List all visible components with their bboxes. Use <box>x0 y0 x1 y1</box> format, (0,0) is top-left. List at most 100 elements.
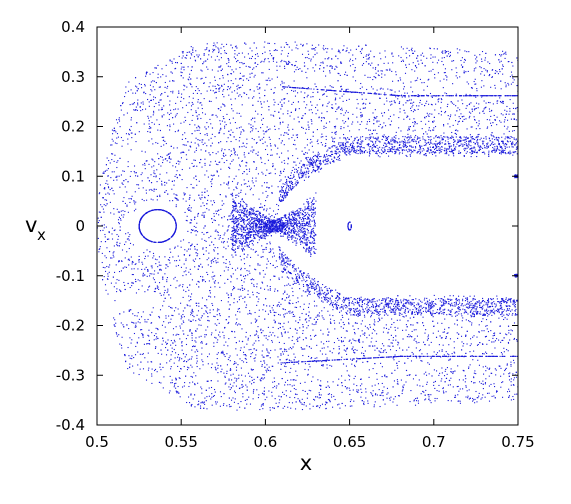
scatter-point <box>124 266 126 268</box>
scatter-point <box>279 174 281 177</box>
scatter-point <box>159 99 161 101</box>
scatter-point <box>201 340 203 343</box>
scatter-point <box>293 65 296 67</box>
scatter-point <box>223 161 225 164</box>
scatter-point <box>400 299 402 301</box>
scatter-point <box>512 359 515 361</box>
scatter-point <box>251 97 254 99</box>
scatter-point <box>137 351 139 353</box>
scatter-point <box>449 55 451 58</box>
scatter-point <box>262 330 264 332</box>
scatter-point <box>234 98 236 100</box>
scatter-point <box>280 363 282 366</box>
scatter-point <box>271 307 273 309</box>
scatter-point <box>274 267 276 269</box>
scatter-point <box>132 92 134 94</box>
scatter-point <box>243 208 245 210</box>
scatter-point <box>249 403 252 405</box>
scatter-point <box>115 332 117 334</box>
scatter-point <box>356 360 358 362</box>
scatter-point <box>137 184 140 186</box>
scatter-point <box>131 195 133 197</box>
scatter-point <box>346 49 348 52</box>
scatter-point <box>391 100 393 102</box>
scatter-point <box>486 367 488 369</box>
scatter-point <box>256 331 258 333</box>
scatter-point <box>207 312 209 314</box>
scatter-point <box>244 296 246 299</box>
scatter-point <box>187 366 189 368</box>
scatter-point <box>313 323 315 326</box>
scatter-point <box>175 344 177 346</box>
scatter-point <box>244 156 246 158</box>
scatter-point <box>442 387 444 390</box>
scatter-point <box>269 216 271 218</box>
scatter-point <box>381 127 383 129</box>
scatter-point <box>257 55 259 57</box>
scatter-point <box>409 55 411 57</box>
scatter-point <box>269 53 271 55</box>
scatter-point <box>240 267 242 269</box>
scatter-point <box>203 61 205 63</box>
scatter-point <box>249 189 251 191</box>
scatter-point <box>413 302 415 304</box>
scatter-point <box>430 394 432 396</box>
scatter-point <box>265 131 267 133</box>
scatter-point <box>427 337 429 340</box>
scatter-point <box>144 151 146 153</box>
scatter-point <box>116 242 118 244</box>
scatter-point <box>198 145 200 147</box>
scatter-point <box>229 263 231 265</box>
scatter-point <box>257 232 259 234</box>
scatter-point <box>225 382 227 384</box>
scatter-point <box>516 107 518 109</box>
scatter-point <box>350 342 352 344</box>
scatter-point <box>188 102 190 104</box>
scatter-point <box>118 118 120 121</box>
scatter-point <box>250 150 252 152</box>
scatter-point <box>195 337 197 339</box>
scatter-point <box>122 102 124 104</box>
scatter-point <box>326 367 328 369</box>
scatter-point <box>236 301 239 303</box>
scatter-point <box>105 289 107 291</box>
scatter-point <box>232 83 234 85</box>
scatter-point <box>396 379 398 381</box>
scatter-point <box>466 297 468 299</box>
scatter-point <box>349 60 351 62</box>
scatter-point <box>204 158 206 160</box>
scatter-point <box>361 306 363 308</box>
scatter-point <box>220 208 222 210</box>
scatter-point <box>260 158 262 160</box>
scatter-point <box>258 292 260 295</box>
scatter-point <box>482 366 484 368</box>
scatter-point <box>302 44 304 46</box>
scatter-point <box>384 50 386 52</box>
scatter-point <box>302 389 304 392</box>
scatter-point <box>472 397 474 400</box>
scatter-point <box>412 130 414 132</box>
scatter-point <box>156 371 158 373</box>
scatter-point <box>286 43 288 45</box>
scatter-point <box>261 138 263 140</box>
scatter-point <box>297 116 299 118</box>
scatter-point <box>454 114 456 116</box>
scatter-point <box>251 180 253 182</box>
scatter-point <box>483 330 485 332</box>
scatter-point <box>255 66 257 68</box>
scatter-point <box>426 57 428 59</box>
scatter-point <box>410 99 412 101</box>
scatter-point <box>233 178 235 180</box>
scatter-point <box>473 298 475 300</box>
scatter-point <box>279 247 281 249</box>
scatter-point <box>178 55 180 57</box>
scatter-point <box>337 337 339 339</box>
scatter-point <box>134 263 136 266</box>
scatter-point <box>117 245 119 247</box>
scatter-point <box>343 133 345 136</box>
scatter-point <box>262 270 264 272</box>
scatter-point <box>255 227 257 229</box>
scatter-point <box>239 387 241 389</box>
scatter-point <box>183 289 185 291</box>
scatter-point <box>280 332 282 334</box>
